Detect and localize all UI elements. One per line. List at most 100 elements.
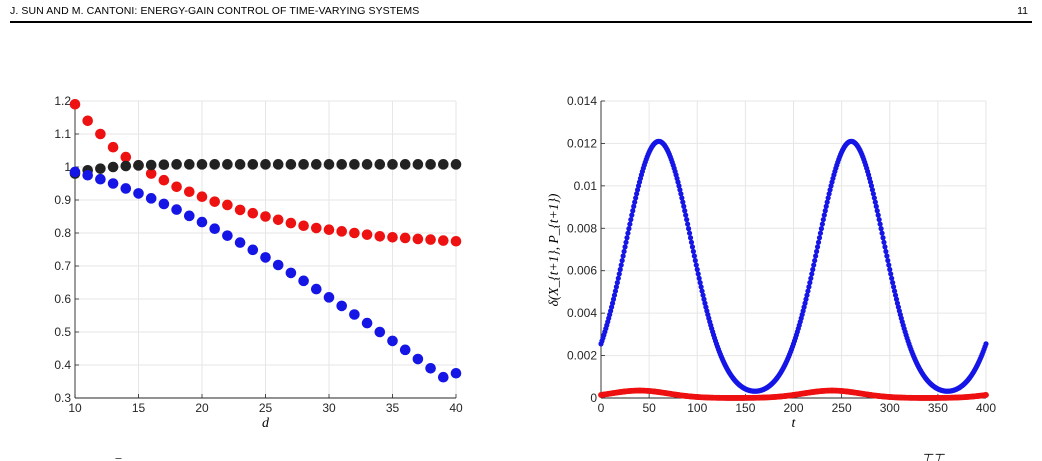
data-point-blue bbox=[627, 221, 633, 227]
data-point-blue bbox=[803, 296, 809, 302]
data-point-blue bbox=[701, 296, 707, 302]
y-tick-label: 0.012 bbox=[567, 136, 597, 150]
data-point-black bbox=[450, 159, 462, 170]
data-point-blue bbox=[802, 300, 808, 306]
data-point-blue bbox=[872, 199, 878, 205]
data-point-black bbox=[260, 159, 271, 170]
data-point-blue bbox=[893, 296, 900, 302]
data-point-blue bbox=[680, 199, 686, 205]
data-point-blue bbox=[812, 257, 818, 264]
data-point-blue bbox=[298, 275, 309, 287]
x-axis-label: t bbox=[792, 416, 797, 431]
y-tick-label: 0.7 bbox=[54, 259, 71, 273]
data-point-blue bbox=[868, 183, 875, 189]
data-point-red bbox=[399, 232, 411, 244]
data-point-blue bbox=[629, 212, 635, 218]
data-point-black bbox=[107, 161, 119, 173]
data-point-blue bbox=[883, 248, 889, 255]
data-point-blue bbox=[826, 191, 832, 197]
data-point-blue bbox=[870, 191, 876, 197]
data-point-blue bbox=[827, 187, 833, 193]
data-point-red bbox=[412, 233, 424, 245]
data-point-blue bbox=[621, 248, 627, 255]
page-header: J. SUN AND M. CANTONI: ENERGY-GAIN CONTR… bbox=[10, 0, 1032, 23]
data-point-red bbox=[209, 196, 220, 207]
data-point-red bbox=[158, 174, 170, 186]
data-point-blue bbox=[685, 221, 691, 227]
data-point-blue bbox=[695, 271, 701, 277]
data-point-blue bbox=[682, 208, 688, 214]
data-point-blue bbox=[889, 275, 895, 281]
data-point-blue bbox=[145, 193, 157, 204]
data-point-blue bbox=[120, 183, 132, 194]
data-point-black bbox=[222, 159, 233, 170]
data-point-blue bbox=[628, 216, 634, 223]
data-point-black bbox=[234, 159, 246, 170]
data-point-blue bbox=[806, 284, 812, 290]
data-point-blue bbox=[823, 203, 829, 209]
data-point-blue bbox=[387, 335, 398, 347]
data-point-blue bbox=[689, 244, 696, 250]
data-point-blue bbox=[890, 280, 896, 286]
data-point-black bbox=[272, 159, 284, 170]
data-point-red bbox=[361, 229, 373, 240]
y-tick-label: 1.2 bbox=[54, 94, 71, 108]
data-point-blue bbox=[819, 221, 825, 227]
data-point-blue bbox=[184, 210, 195, 222]
data-point-blue bbox=[878, 226, 884, 232]
data-point-blue bbox=[804, 292, 810, 298]
data-point-red bbox=[260, 211, 271, 222]
data-point-blue bbox=[623, 239, 629, 245]
data-point-black bbox=[387, 159, 398, 170]
data-point-blue bbox=[822, 208, 828, 214]
data-point-blue bbox=[82, 169, 93, 181]
data-point-blue bbox=[884, 253, 890, 259]
y-tick-label: 0.004 bbox=[567, 306, 597, 320]
data-point-blue bbox=[622, 244, 628, 250]
data-point-blue bbox=[809, 271, 815, 277]
data-point-red bbox=[983, 392, 989, 398]
data-point-blue bbox=[690, 248, 697, 255]
data-point-blue bbox=[681, 203, 687, 209]
data-point-blue bbox=[808, 275, 814, 281]
data-point-blue bbox=[107, 178, 119, 189]
data-point-blue bbox=[686, 230, 693, 236]
data-point-black bbox=[196, 159, 208, 170]
data-point-blue bbox=[311, 283, 322, 295]
data-point-black bbox=[247, 159, 259, 170]
caption-fragment-right: ⊤⊤ bbox=[921, 451, 945, 461]
data-point-blue bbox=[616, 271, 622, 277]
data-point-blue bbox=[412, 353, 424, 365]
data-point-blue bbox=[613, 284, 620, 290]
data-point-red bbox=[298, 220, 309, 232]
data-point-blue bbox=[619, 257, 625, 264]
caption-fragment-left: − bbox=[114, 451, 123, 461]
y-tick-label: 0.4 bbox=[54, 358, 71, 372]
data-point-blue bbox=[349, 309, 360, 320]
data-point-blue bbox=[811, 262, 817, 268]
data-point-red bbox=[438, 235, 449, 246]
data-point-blue bbox=[891, 288, 898, 294]
y-tick-label: 0.014 bbox=[567, 94, 597, 108]
data-point-blue bbox=[196, 216, 208, 228]
data-point-black bbox=[361, 159, 373, 170]
data-point-blue bbox=[323, 292, 335, 303]
data-point-blue bbox=[813, 253, 819, 259]
data-point-blue bbox=[614, 280, 620, 286]
data-point-blue bbox=[158, 198, 170, 210]
data-point-black bbox=[412, 159, 424, 170]
data-point-black bbox=[145, 159, 157, 171]
right-chart: 0 50 100 150 200 250 300 350 400 0 0.002 0.004 0.006… bbox=[546, 94, 996, 431]
data-point-red bbox=[95, 128, 106, 140]
data-point-blue bbox=[684, 216, 690, 223]
data-point-blue bbox=[438, 371, 449, 383]
y-tick-label: 0.6 bbox=[54, 292, 71, 306]
data-point-blue bbox=[632, 199, 638, 205]
data-point-blue bbox=[821, 212, 827, 218]
data-point-blue bbox=[875, 212, 881, 218]
data-point-blue bbox=[679, 195, 685, 201]
data-point-blue bbox=[894, 300, 901, 306]
series-blue bbox=[598, 138, 989, 394]
data-point-blue bbox=[615, 275, 621, 281]
x-tick-label: 10 bbox=[68, 401, 82, 415]
